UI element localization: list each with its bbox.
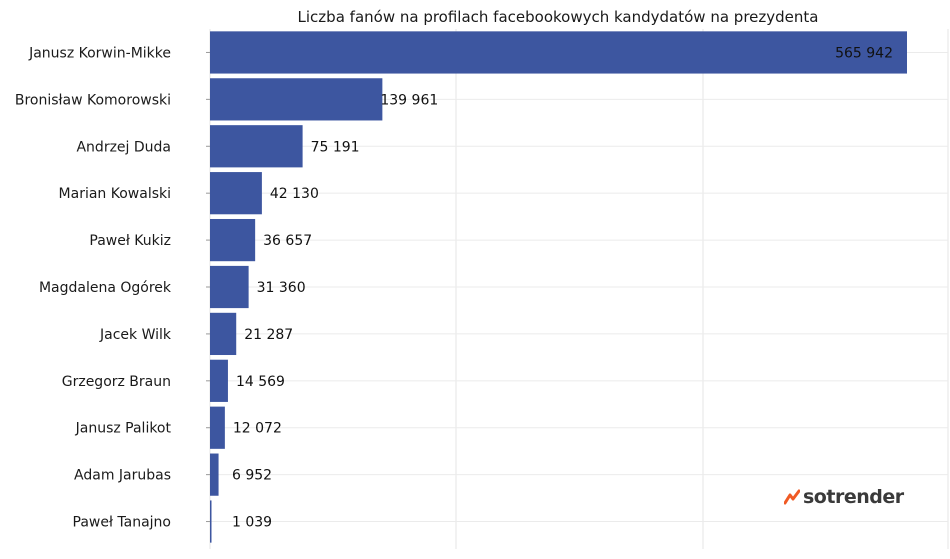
value-label: 1 039 <box>232 515 272 531</box>
value-labels: 565 942 139 961 75 191 42 130 36 657 31 360 21… <box>232 45 893 530</box>
category-label: Janusz Palikot <box>75 421 172 437</box>
category-label: Paweł Kukiz <box>89 233 171 249</box>
bar <box>210 312 237 356</box>
value-label: 14 569 <box>236 374 285 390</box>
bar <box>210 78 383 121</box>
bar <box>210 500 212 543</box>
category-label: Magdalena Ogórek <box>39 280 172 296</box>
trend-arrow-icon <box>784 489 800 505</box>
category-label: Adam Jarubas <box>74 468 171 484</box>
category-labels: Janusz Korwin-Mikke Bronisław Komorowski A… <box>15 45 210 531</box>
bar <box>210 218 256 262</box>
bar <box>210 125 303 168</box>
bar <box>210 172 262 215</box>
value-label: 75 191 <box>311 139 360 155</box>
value-label: 42 130 <box>270 186 319 202</box>
bars-group <box>210 31 907 543</box>
value-label: 36 657 <box>263 233 312 249</box>
category-label: Paweł Tanajno <box>73 515 171 531</box>
bar <box>210 359 228 402</box>
bar <box>210 31 907 74</box>
value-label: 6 952 <box>232 468 272 484</box>
value-label: 12 072 <box>233 421 282 437</box>
category-label: Jacek Wilk <box>99 327 172 343</box>
chart-title: Liczba fanów na profilach facebookowych … <box>298 8 819 26</box>
value-label: 31 360 <box>257 280 306 296</box>
category-label: Marian Kowalski <box>59 186 171 202</box>
category-label: Janusz Korwin-Mikke <box>28 45 171 61</box>
bar <box>210 453 219 496</box>
category-label: Bronisław Komorowski <box>15 92 171 108</box>
brand-name: sotrender <box>803 486 904 508</box>
value-label: 565 942 <box>835 45 893 61</box>
bar <box>210 406 225 449</box>
brand-logo: sotrender <box>784 484 904 510</box>
bar <box>210 265 249 309</box>
category-label: Andrzej Duda <box>76 139 171 155</box>
value-label: 21 287 <box>244 327 293 343</box>
category-label: Grzegorz Braun <box>62 374 171 390</box>
value-label: 139 961 <box>380 92 438 108</box>
